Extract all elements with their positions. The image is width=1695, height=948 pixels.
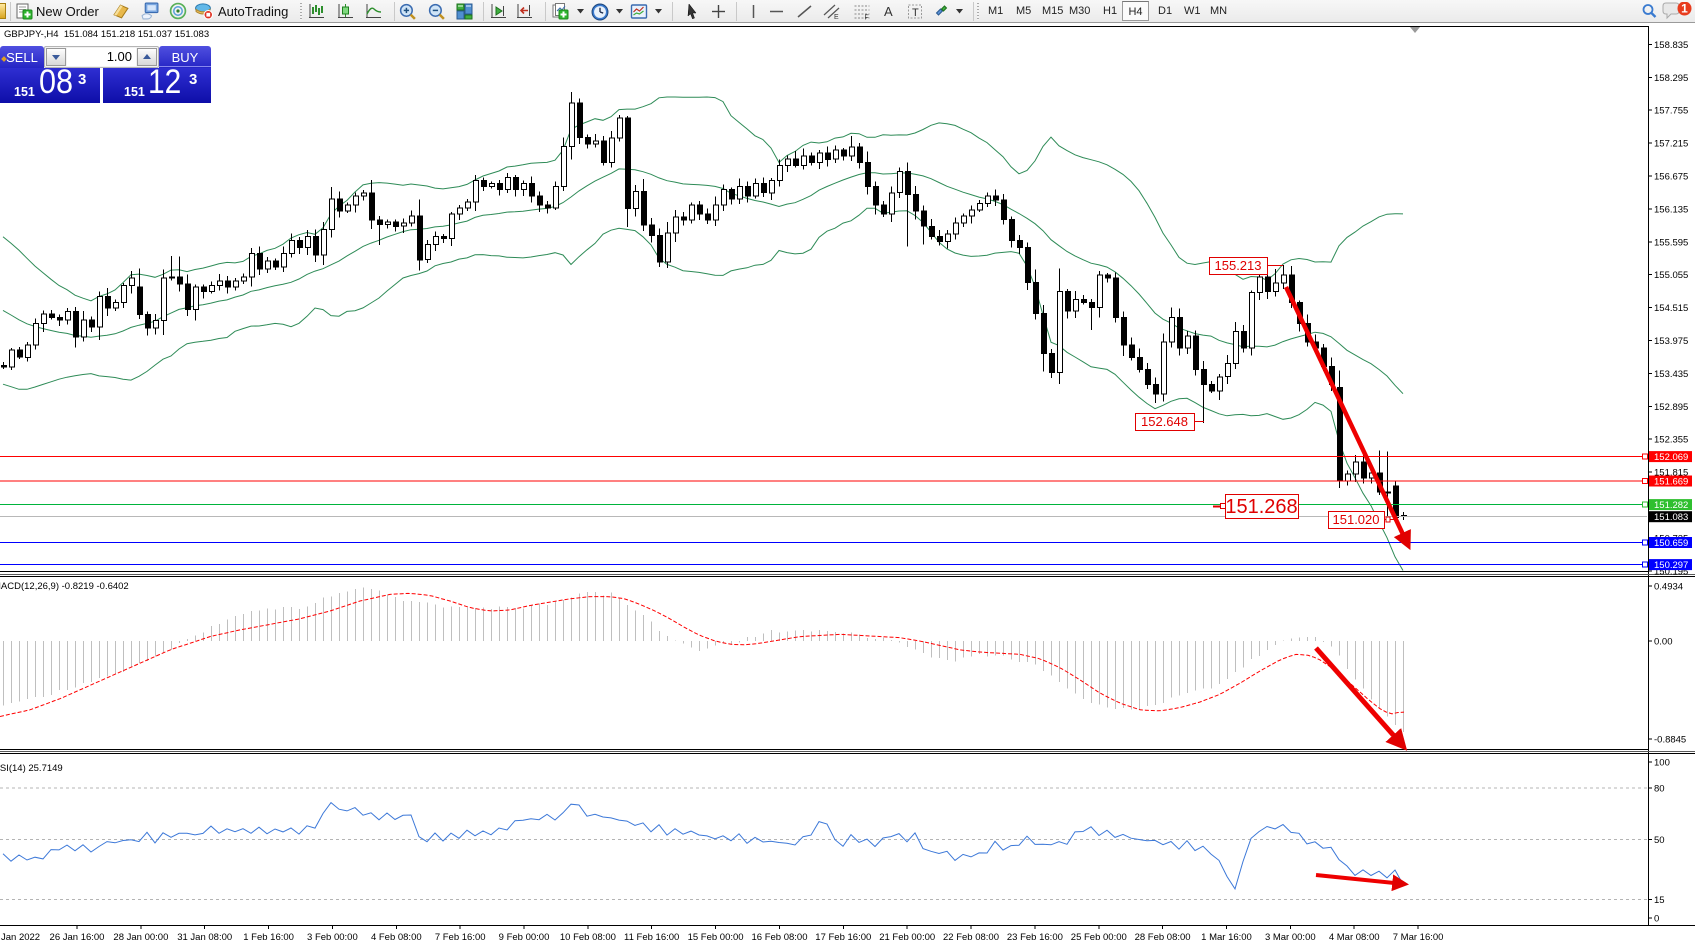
svg-text:152.355: 152.355 xyxy=(1654,435,1688,446)
svg-text:23 Feb 16:00: 23 Feb 16:00 xyxy=(1007,932,1063,943)
svg-text:9 Feb 00:00: 9 Feb 00:00 xyxy=(499,932,550,943)
svg-text:151.669: 151.669 xyxy=(1654,477,1688,488)
svg-text:155.213: 155.213 xyxy=(1215,258,1262,273)
svg-text:1 Feb 16:00: 1 Feb 16:00 xyxy=(243,932,294,943)
svg-text:158.295: 158.295 xyxy=(1654,73,1688,84)
svg-text:0: 0 xyxy=(1654,914,1659,925)
svg-text:T: T xyxy=(912,7,919,19)
svg-text:-0.8845: -0.8845 xyxy=(1654,735,1686,746)
svg-text:17 Feb 16:00: 17 Feb 16:00 xyxy=(815,932,871,943)
svg-text:151.282: 151.282 xyxy=(1654,500,1688,511)
svg-text:150.297: 150.297 xyxy=(1654,560,1688,571)
svg-text:3 Mar 00:00: 3 Mar 00:00 xyxy=(1265,932,1316,943)
svg-text:151.268: 151.268 xyxy=(1225,496,1297,518)
svg-text:153.975: 153.975 xyxy=(1654,336,1688,347)
svg-text:158.835: 158.835 xyxy=(1654,40,1688,51)
svg-text:152.895: 152.895 xyxy=(1654,402,1688,413)
svg-text:157.755: 157.755 xyxy=(1654,106,1688,117)
svg-text:16 Feb 08:00: 16 Feb 08:00 xyxy=(752,932,808,943)
svg-text:157.215: 157.215 xyxy=(1654,139,1688,150)
svg-text:22 Feb 08:00: 22 Feb 08:00 xyxy=(943,932,999,943)
svg-text:3 Feb 00:00: 3 Feb 00:00 xyxy=(307,932,358,943)
svg-text:10 Feb 08:00: 10 Feb 08:00 xyxy=(560,932,616,943)
svg-text:152.069: 152.069 xyxy=(1654,452,1688,463)
svg-text:F: F xyxy=(865,15,869,21)
svg-text:4 Feb 08:00: 4 Feb 08:00 xyxy=(371,932,422,943)
svg-text:RSI(14) 25.7149: RSI(14) 25.7149 xyxy=(0,763,63,774)
svg-text:150.659: 150.659 xyxy=(1654,538,1688,549)
svg-text:7 Feb 16:00: 7 Feb 16:00 xyxy=(435,932,486,943)
svg-text:31 Jan 08:00: 31 Jan 08:00 xyxy=(177,932,232,943)
svg-text:15: 15 xyxy=(1654,895,1665,906)
svg-text:156.675: 156.675 xyxy=(1654,172,1688,183)
svg-text:151.083: 151.083 xyxy=(1654,512,1688,523)
svg-text:GBPJPY-,H4 151.084 151.218 15: GBPJPY-,H4 151.084 151.218 151.037 151.0… xyxy=(4,29,209,40)
svg-text:156.135: 156.135 xyxy=(1654,204,1688,215)
svg-text:151.815: 151.815 xyxy=(1654,468,1688,479)
svg-text:50: 50 xyxy=(1654,835,1665,846)
svg-text:154.515: 154.515 xyxy=(1654,303,1688,314)
svg-text:151.020: 151.020 xyxy=(1333,512,1380,527)
svg-text:0.00: 0.00 xyxy=(1654,637,1673,648)
svg-text:MACD(12,26,9) -0.8219 -0.6402: MACD(12,26,9) -0.8219 -0.6402 xyxy=(0,581,129,592)
svg-text:155.055: 155.055 xyxy=(1654,270,1688,281)
svg-text:11 Feb 16:00: 11 Feb 16:00 xyxy=(624,932,679,943)
svg-text:26 Jan 16:00: 26 Jan 16:00 xyxy=(50,932,105,943)
svg-text:155.595: 155.595 xyxy=(1654,237,1688,248)
svg-text:15 Feb 00:00: 15 Feb 00:00 xyxy=(688,932,744,943)
svg-text:Jan 2022: Jan 2022 xyxy=(1,932,40,943)
svg-text:E: E xyxy=(834,14,839,20)
svg-text:28 Jan 00:00: 28 Jan 00:00 xyxy=(113,932,168,943)
svg-text:150.195: 150.195 xyxy=(1654,566,1688,577)
svg-text:4 Mar 08:00: 4 Mar 08:00 xyxy=(1329,932,1380,943)
svg-text:25 Feb 00:00: 25 Feb 00:00 xyxy=(1071,932,1127,943)
svg-text:0.4934: 0.4934 xyxy=(1654,582,1683,593)
svg-text:7 Mar 16:00: 7 Mar 16:00 xyxy=(1393,932,1444,943)
svg-text:100: 100 xyxy=(1654,758,1670,769)
svg-text:1 Mar 16:00: 1 Mar 16:00 xyxy=(1201,932,1252,943)
svg-text:28 Feb 08:00: 28 Feb 08:00 xyxy=(1135,932,1191,943)
svg-text:21 Feb 00:00: 21 Feb 00:00 xyxy=(879,932,935,943)
svg-text:153.435: 153.435 xyxy=(1654,369,1688,380)
svg-text:1: 1 xyxy=(1681,2,1688,16)
svg-text:152.648: 152.648 xyxy=(1141,414,1188,429)
svg-text:80: 80 xyxy=(1654,784,1665,795)
